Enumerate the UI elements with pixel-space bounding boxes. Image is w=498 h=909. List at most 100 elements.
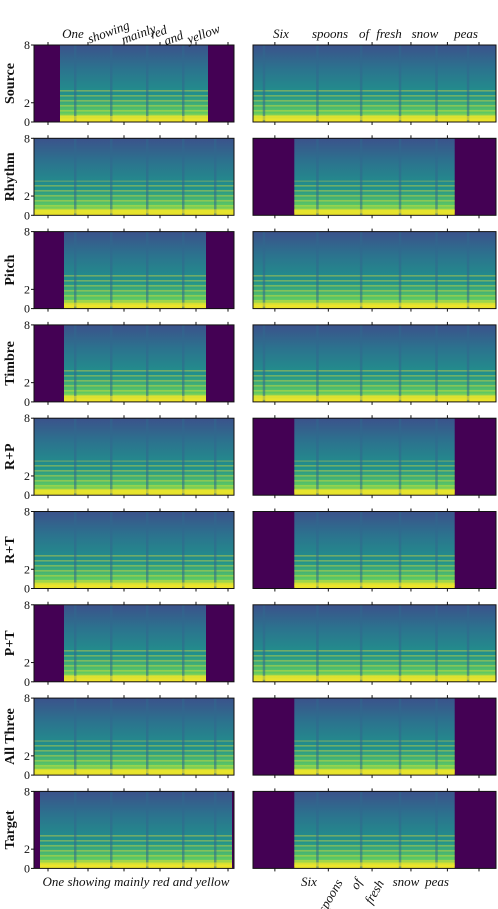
syllable-boundary [398,45,402,122]
y-tick-label: 0 [24,488,30,502]
right-top-word: snow [412,26,439,41]
panel-frame [252,790,497,869]
syllable-boundary [435,604,438,682]
y-tick-label: 8 [24,225,30,239]
y-tick-label: 0 [24,768,30,782]
syllable-boundary [316,791,319,869]
left-top-word: One [62,26,84,41]
figure-row: 0 2 8 R+P [3,411,497,502]
right-bottom-word: fresh [361,877,387,907]
fundamental-band [253,395,496,400]
figure-row: 0 2 8 Target [3,784,497,875]
syllable-boundary [74,45,77,122]
panel-frame [252,604,497,683]
syllable-boundary [110,698,113,776]
figure-row: 0 2 8 R+T [3,505,497,596]
row-label: Pitch [3,254,18,285]
syllable-boundary [110,418,113,496]
y-tick-label: 2 [24,749,30,763]
syllable-boundary [214,698,217,776]
syllable-boundary [110,231,113,309]
syllable-boundary [466,604,470,682]
right-spectrogram-panel [252,324,497,403]
syllable-boundary [398,511,402,589]
panel-frame [33,324,235,403]
y-tick-label: 0 [24,582,30,596]
right-spectrogram-panel [252,231,497,310]
syllable-boundary [398,138,402,216]
fundamental-band [60,116,208,120]
y-tick-label: 8 [24,505,30,519]
left-spectrogram-panel [33,604,235,683]
y-tick-label: 2 [24,842,30,856]
syllable-boundary [214,511,217,589]
syllable-boundary [214,418,217,496]
row-label: Timbre [3,341,18,386]
syllable-boundary [74,511,77,589]
left-spectrogram-panel [33,697,235,776]
syllable-boundary [182,231,185,309]
row-label: Rhythm [3,152,18,201]
right-spectrogram-panel [252,137,497,216]
panel-frame [252,324,497,403]
syllable-boundary [359,604,363,682]
syllable-boundary [435,324,438,402]
syllable-boundary [110,138,113,216]
figure-row: 0 2 8 Source [3,38,497,129]
y-tick-label: 8 [24,131,30,145]
left-bottom-caption: One showing mainly red and yellow [43,874,230,889]
panel-frame [252,231,497,310]
syllable-boundary [74,698,77,776]
fundamental-band [64,302,206,307]
right-top-word: of [359,26,372,41]
fundamental-band [40,862,232,867]
right-spectrogram-panel [252,511,497,589]
fundamental-band [294,769,455,774]
syllable-boundary [110,791,113,869]
left-top-word: and [162,27,186,48]
row-label: Target [3,810,18,849]
y-tick-label: 0 [24,861,30,875]
syllable-boundary [182,791,185,869]
row-label: P+T [3,630,18,657]
right-spectrogram-panel [252,697,497,776]
panel-grid: 0 2 8 Source 0 2 8 Rhythm 0 2 8 Pitch 0 2 8 Timbre 0 2 8 R+… [3,38,497,875]
right-top-word: peas [453,26,478,41]
syllable-boundary [182,604,185,682]
y-tick-label: 2 [24,376,30,390]
fundamental-band [253,675,496,680]
right-top-word: spoons [312,26,348,41]
syllable-boundary [435,511,438,589]
syllable-boundary [466,324,470,402]
syllable-boundary [146,45,149,122]
left-top-word: yellow [183,21,222,47]
syllable-boundary [182,138,185,216]
panel-frame [33,604,235,683]
syllable-boundary [182,418,185,496]
fundamental-band [34,209,234,214]
figure-row: 0 2 8 Pitch [3,225,497,316]
row-label: All Three [3,708,18,765]
syllable-boundary [110,324,113,402]
panel-frame [33,697,235,776]
syllable-boundary [398,231,402,309]
syllable-boundary [262,604,266,682]
fundamental-band [64,675,206,680]
y-tick-label: 2 [24,469,30,483]
syllable-boundary [435,418,438,496]
syllable-boundary [74,231,77,309]
syllable-boundary [146,138,149,216]
syllable-boundary [146,324,149,402]
fundamental-band [294,489,455,494]
fundamental-band [253,116,496,120]
syllable-boundary [359,791,363,869]
left-top-word: red [148,22,169,42]
syllable-boundary [146,604,149,682]
figure-row: 0 2 8 All Three [3,691,497,782]
y-tick-label: 2 [24,96,30,110]
panel-frame [33,790,235,869]
panel-frame [252,511,497,589]
right-top-word: fresh [376,26,402,41]
fundamental-band [34,769,234,774]
panel-frame [252,697,497,776]
